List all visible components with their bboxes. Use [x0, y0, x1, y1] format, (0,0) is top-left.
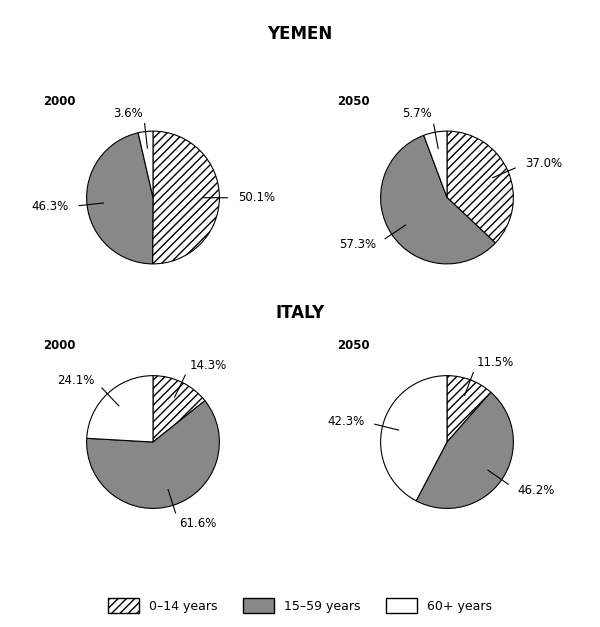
Text: 2000: 2000	[43, 95, 76, 108]
Wedge shape	[87, 376, 153, 442]
Text: 42.3%: 42.3%	[327, 415, 364, 428]
Text: 2050: 2050	[337, 339, 370, 352]
Wedge shape	[153, 376, 205, 442]
Wedge shape	[447, 131, 514, 243]
Wedge shape	[152, 131, 220, 264]
Text: 46.3%: 46.3%	[31, 201, 68, 213]
Wedge shape	[416, 393, 514, 508]
Text: 2050: 2050	[337, 95, 370, 108]
Legend: 0–14 years, 15–59 years, 60+ years: 0–14 years, 15–59 years, 60+ years	[103, 593, 497, 618]
Wedge shape	[380, 376, 447, 501]
Text: YEMEN: YEMEN	[268, 26, 332, 43]
Text: 3.6%: 3.6%	[113, 107, 143, 120]
Wedge shape	[424, 131, 447, 198]
Text: 37.0%: 37.0%	[525, 157, 562, 171]
Wedge shape	[380, 135, 496, 264]
Text: 61.6%: 61.6%	[179, 517, 216, 530]
Text: 2000: 2000	[43, 339, 76, 352]
Wedge shape	[86, 133, 153, 264]
Text: 24.1%: 24.1%	[57, 374, 95, 387]
Text: 14.3%: 14.3%	[190, 359, 227, 372]
Wedge shape	[447, 376, 491, 442]
Text: 11.5%: 11.5%	[477, 356, 514, 369]
Text: 50.1%: 50.1%	[238, 191, 275, 204]
Wedge shape	[138, 131, 153, 198]
Text: 46.2%: 46.2%	[517, 484, 554, 497]
Text: ITALY: ITALY	[275, 305, 325, 322]
Wedge shape	[86, 401, 220, 508]
Text: 5.7%: 5.7%	[402, 107, 432, 120]
Text: 57.3%: 57.3%	[339, 238, 376, 251]
